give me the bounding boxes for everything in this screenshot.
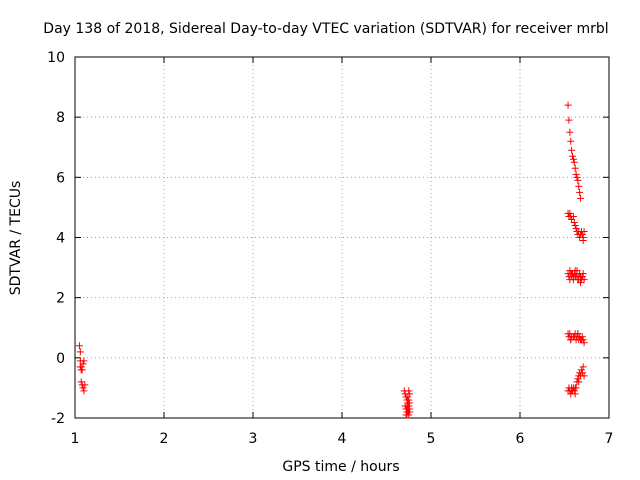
data-point-marker	[571, 273, 579, 281]
data-point-marker	[573, 267, 581, 275]
data-point-marker	[568, 270, 576, 278]
data-points	[75, 101, 588, 419]
data-point-marker	[405, 387, 413, 395]
axis-ticks	[74, 56, 610, 419]
y-tick-label: 8	[56, 110, 65, 126]
data-point-marker	[566, 276, 574, 284]
data-point-marker	[579, 363, 587, 371]
x-tick-label: 4	[338, 431, 347, 447]
data-point-marker	[564, 101, 572, 109]
y-tick-label: 2	[56, 291, 65, 307]
x-tick-label: 5	[427, 431, 436, 447]
y-tick-label: 0	[56, 351, 65, 367]
x-tick-labels: 1 2 3 4 5 6 7	[71, 431, 614, 447]
data-point-marker	[573, 173, 581, 181]
data-point-marker	[80, 387, 88, 395]
data-point-marker	[77, 378, 85, 386]
data-point-marker	[577, 336, 585, 344]
data-point-marker	[575, 378, 583, 386]
data-point-marker	[79, 384, 87, 392]
data-point-marker	[76, 363, 84, 371]
data-point-marker	[406, 390, 414, 398]
data-point-marker	[568, 146, 576, 154]
y-tick-labels: -2 0 2 4 6 8 10	[47, 50, 65, 427]
x-tick-label: 6	[516, 431, 525, 447]
data-point-marker	[571, 164, 579, 172]
data-point-marker	[578, 333, 586, 341]
x-tick-label: 2	[160, 431, 169, 447]
data-point-marker	[574, 176, 582, 184]
data-point-marker	[570, 218, 578, 226]
data-point-marker	[578, 230, 586, 238]
data-point-marker	[569, 212, 577, 220]
data-point-marker	[571, 390, 579, 398]
data-point-marker	[576, 188, 584, 196]
grid-lines	[75, 57, 609, 418]
data-point-marker	[406, 405, 414, 413]
data-point-marker	[405, 408, 413, 416]
data-point-marker	[575, 276, 583, 284]
data-point-marker	[76, 348, 84, 356]
data-point-marker	[80, 357, 88, 365]
data-point-marker	[574, 330, 582, 338]
data-point-marker	[565, 116, 573, 124]
data-point-marker	[405, 396, 413, 404]
data-point-marker	[566, 209, 574, 217]
data-point-marker	[570, 158, 578, 166]
x-tick-label: 3	[249, 431, 258, 447]
data-point-marker	[577, 194, 585, 202]
data-point-marker	[569, 152, 577, 160]
data-point-marker	[577, 366, 585, 374]
data-point-marker	[571, 384, 579, 392]
y-tick-label: 6	[56, 170, 65, 186]
data-point-marker	[81, 381, 89, 389]
y-tick-label: 4	[56, 231, 65, 247]
data-point-marker	[579, 234, 587, 241]
x-axis-label: GPS time / hours	[282, 459, 399, 475]
data-point-marker	[404, 399, 412, 407]
y-tick-label: 10	[47, 50, 65, 66]
data-point-marker	[580, 372, 588, 380]
x-tick-label: 1	[71, 431, 80, 447]
data-point-marker	[569, 155, 577, 163]
data-point-marker	[572, 170, 580, 178]
data-point-marker	[580, 227, 588, 235]
y-axis-label: SDTVAR / TECUs	[8, 181, 24, 296]
data-point-marker	[567, 137, 575, 145]
data-point-marker	[575, 182, 583, 190]
data-point-marker	[566, 128, 574, 136]
data-point-marker	[75, 342, 83, 350]
chart-title: Day 138 of 2018, Sidereal Day-to-day VTE…	[43, 21, 608, 37]
x-tick-label: 7	[605, 431, 614, 447]
data-point-marker	[578, 369, 586, 377]
data-point-marker	[568, 387, 576, 395]
data-point-marker	[570, 333, 578, 341]
data-point-marker	[571, 221, 579, 229]
data-point-marker	[404, 393, 412, 401]
data-point-marker	[578, 273, 586, 281]
data-point-marker	[577, 279, 585, 287]
data-point-marker	[567, 336, 575, 344]
data-point-marker	[77, 366, 85, 374]
y-tick-label: -2	[51, 411, 65, 427]
